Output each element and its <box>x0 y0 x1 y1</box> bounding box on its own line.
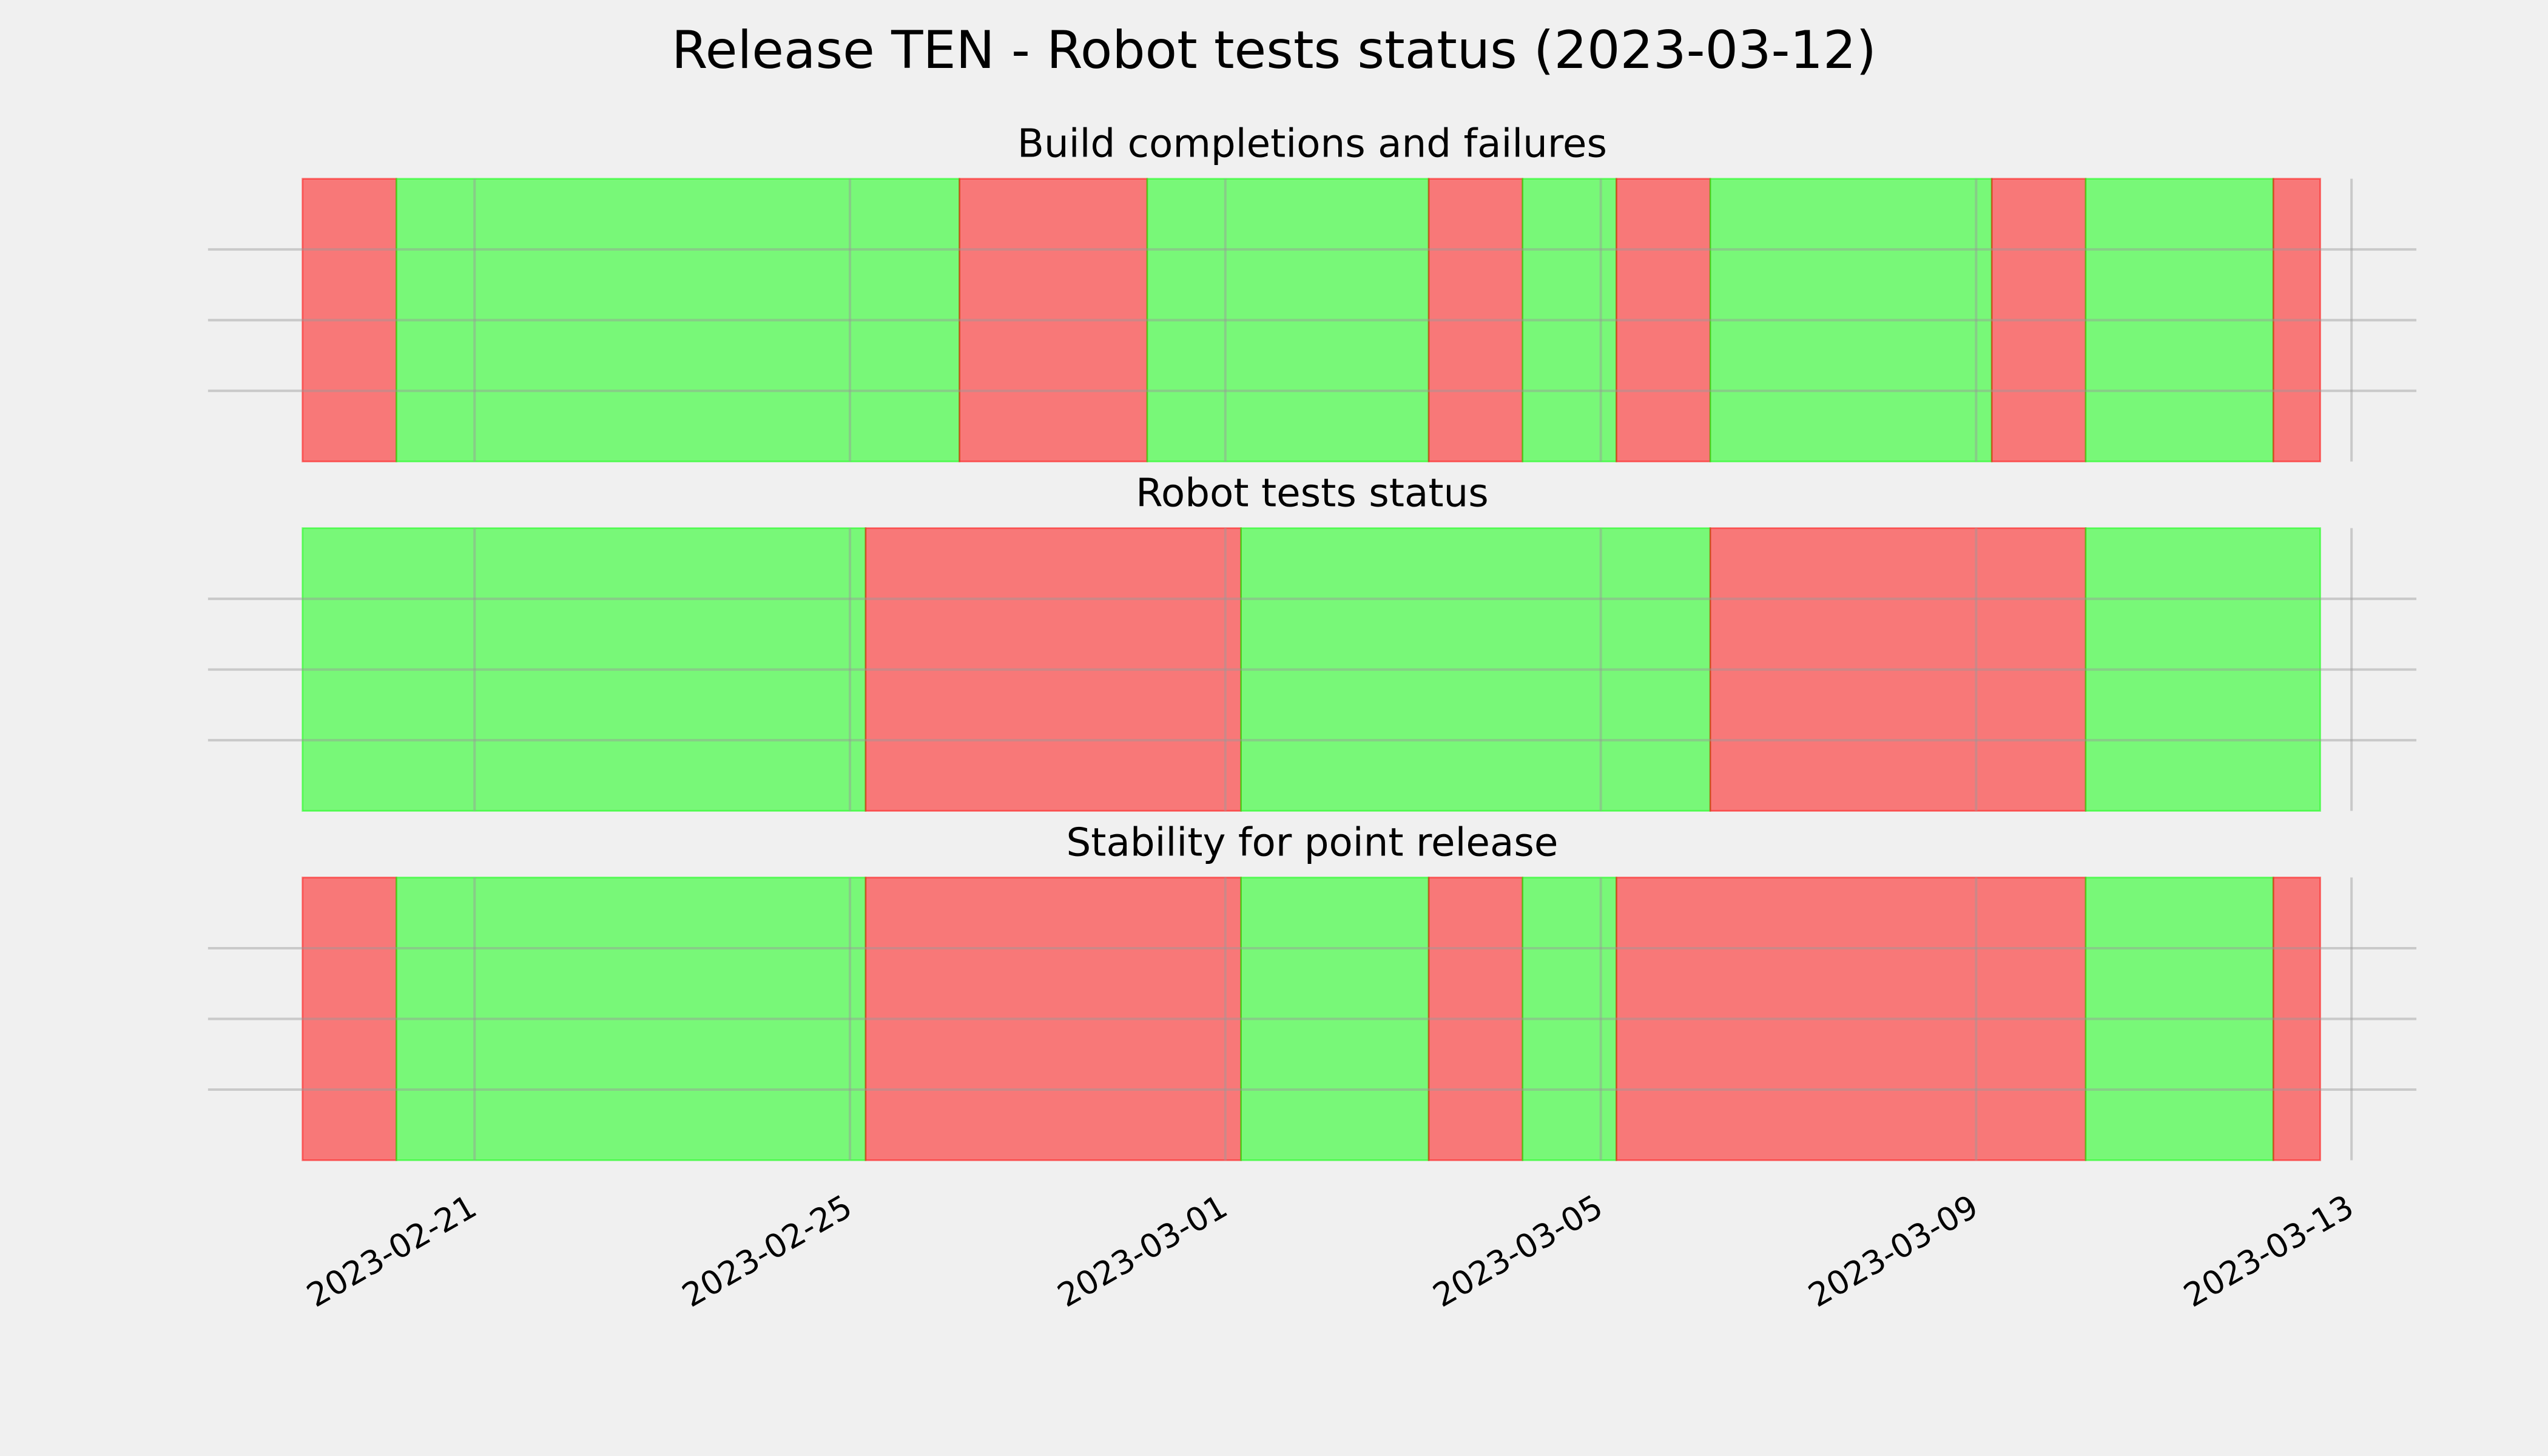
status-span <box>1709 178 1993 463</box>
status-span <box>302 178 397 463</box>
subplot-title: Build completions and failures <box>1017 121 1607 167</box>
status-span <box>1522 178 1617 463</box>
status-span <box>1709 527 2087 812</box>
status-span <box>1427 178 1524 463</box>
subplot-title: Stability for point release <box>1067 820 1559 865</box>
status-span <box>395 877 867 1161</box>
status-span <box>1427 877 1524 1161</box>
status-span <box>2085 527 2321 812</box>
status-span <box>1240 877 1430 1161</box>
status-span <box>302 527 867 812</box>
status-span <box>2085 178 2274 463</box>
status-span <box>395 178 960 463</box>
status-span <box>2272 178 2321 463</box>
status-span <box>1146 178 1430 463</box>
status-span <box>864 877 1242 1161</box>
chart-title: Release TEN - Robot tests status (2023-0… <box>672 20 1876 81</box>
status-span <box>1616 877 2087 1161</box>
status-span <box>1522 877 1617 1161</box>
status-span <box>302 877 397 1161</box>
status-span <box>864 527 1242 812</box>
status-span <box>959 178 1148 463</box>
status-span <box>1240 527 1711 812</box>
subplot-title: Robot tests status <box>1136 471 1489 516</box>
status-span <box>1616 178 1711 463</box>
status-span <box>1990 178 2087 463</box>
status-span <box>2085 877 2274 1161</box>
status-span <box>2272 877 2321 1161</box>
